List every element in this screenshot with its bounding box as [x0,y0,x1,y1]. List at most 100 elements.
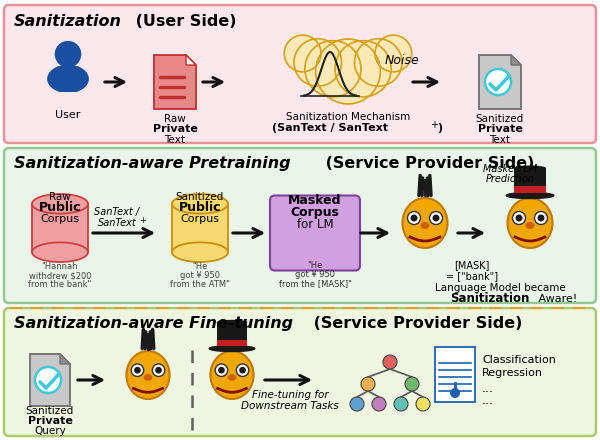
Polygon shape [60,354,70,364]
Circle shape [55,41,82,67]
FancyBboxPatch shape [4,308,596,436]
Polygon shape [154,55,196,109]
Ellipse shape [32,194,88,213]
Circle shape [131,364,143,377]
Circle shape [355,39,402,86]
Text: Sanitization-aware Fine-tuning: Sanitization-aware Fine-tuning [14,316,293,331]
Text: from the ATM": from the ATM" [170,280,230,289]
Circle shape [155,367,162,374]
Circle shape [515,214,523,221]
Circle shape [512,212,526,224]
Text: = ["bank"]: = ["bank"] [446,271,498,281]
Text: (Service Provider Side): (Service Provider Side) [308,316,523,331]
Ellipse shape [526,222,535,229]
Polygon shape [30,354,70,406]
Text: Corpus: Corpus [41,214,79,224]
Circle shape [394,397,408,411]
Text: for LM: for LM [296,218,334,231]
Circle shape [350,397,364,411]
Circle shape [335,41,391,97]
Text: from the bank": from the bank" [28,280,92,289]
Text: +: + [140,216,146,225]
Circle shape [485,69,511,95]
Text: Public: Public [39,201,81,214]
Circle shape [215,364,227,377]
Text: Classification: Classification [482,355,556,365]
Circle shape [410,214,418,221]
Polygon shape [479,55,521,109]
Text: Sanitized: Sanitized [476,114,524,124]
Ellipse shape [403,198,448,248]
Text: Sanitized: Sanitized [176,192,224,202]
Text: withdrew $200: withdrew $200 [29,271,91,280]
Text: Downstream Tasks: Downstream Tasks [241,401,339,411]
Ellipse shape [209,346,255,352]
Text: SanText /: SanText / [94,207,140,217]
Circle shape [152,364,165,377]
Ellipse shape [172,242,228,262]
Text: Noise: Noise [385,54,420,67]
Text: (User Side): (User Side) [130,14,236,29]
Circle shape [372,397,386,411]
Ellipse shape [421,222,430,229]
Bar [41,92,95,111]
Text: ): ) [437,123,443,133]
Text: Prediction: Prediction [485,174,535,184]
Text: Public: Public [179,201,221,214]
Text: got ¥ 950: got ¥ 950 [180,271,220,280]
Circle shape [284,35,321,72]
Bar [172,204,228,252]
Circle shape [239,367,246,374]
Text: Query: Query [34,426,66,436]
Ellipse shape [127,351,170,399]
Text: "He: "He [193,262,208,271]
Bar [217,340,247,346]
Circle shape [134,367,141,374]
Text: (SanText / SanText: (SanText / SanText [272,123,388,133]
Text: Regression: Regression [482,368,543,378]
Circle shape [361,377,375,391]
Text: Sanitized: Sanitized [26,406,74,416]
Ellipse shape [506,192,554,198]
Text: Raw: Raw [164,114,186,124]
Text: Sanitization: Sanitization [14,14,122,29]
Text: Text: Text [490,135,511,145]
Text: Language Model became: Language Model became [434,283,565,293]
Ellipse shape [211,351,254,399]
Circle shape [316,39,380,104]
Bar [514,187,546,193]
FancyBboxPatch shape [435,348,475,403]
Circle shape [35,367,61,393]
Text: Fine-tuning for: Fine-tuning for [251,390,328,400]
Circle shape [383,355,397,369]
Circle shape [538,214,545,221]
Circle shape [218,367,225,374]
Bar [32,204,88,252]
Text: Sanitization-aware Pretraining: Sanitization-aware Pretraining [14,156,290,171]
Text: ...: ... [482,394,494,407]
Text: "He: "He [307,261,323,270]
Text: [MASK]: [MASK] [454,260,490,270]
Text: Private: Private [152,124,197,134]
Text: Raw: Raw [49,192,71,202]
Ellipse shape [514,165,546,170]
Polygon shape [511,55,521,65]
Circle shape [294,39,341,86]
Text: Sanitization Mechanism: Sanitization Mechanism [286,112,410,122]
Text: User: User [55,110,80,120]
Bar [514,168,546,195]
Polygon shape [186,55,196,65]
Circle shape [375,35,412,72]
Text: Corpus: Corpus [290,206,340,219]
Circle shape [236,364,249,377]
Ellipse shape [217,320,247,325]
Circle shape [535,212,548,224]
Text: from the [MASK]": from the [MASK]" [278,279,352,288]
Circle shape [430,212,443,224]
Text: "Hannah: "Hannah [42,262,78,271]
Circle shape [450,388,460,398]
Text: Masked: Masked [288,194,342,207]
Text: Private: Private [478,124,523,134]
Circle shape [405,377,419,391]
Text: Sanitization: Sanitization [451,292,530,305]
